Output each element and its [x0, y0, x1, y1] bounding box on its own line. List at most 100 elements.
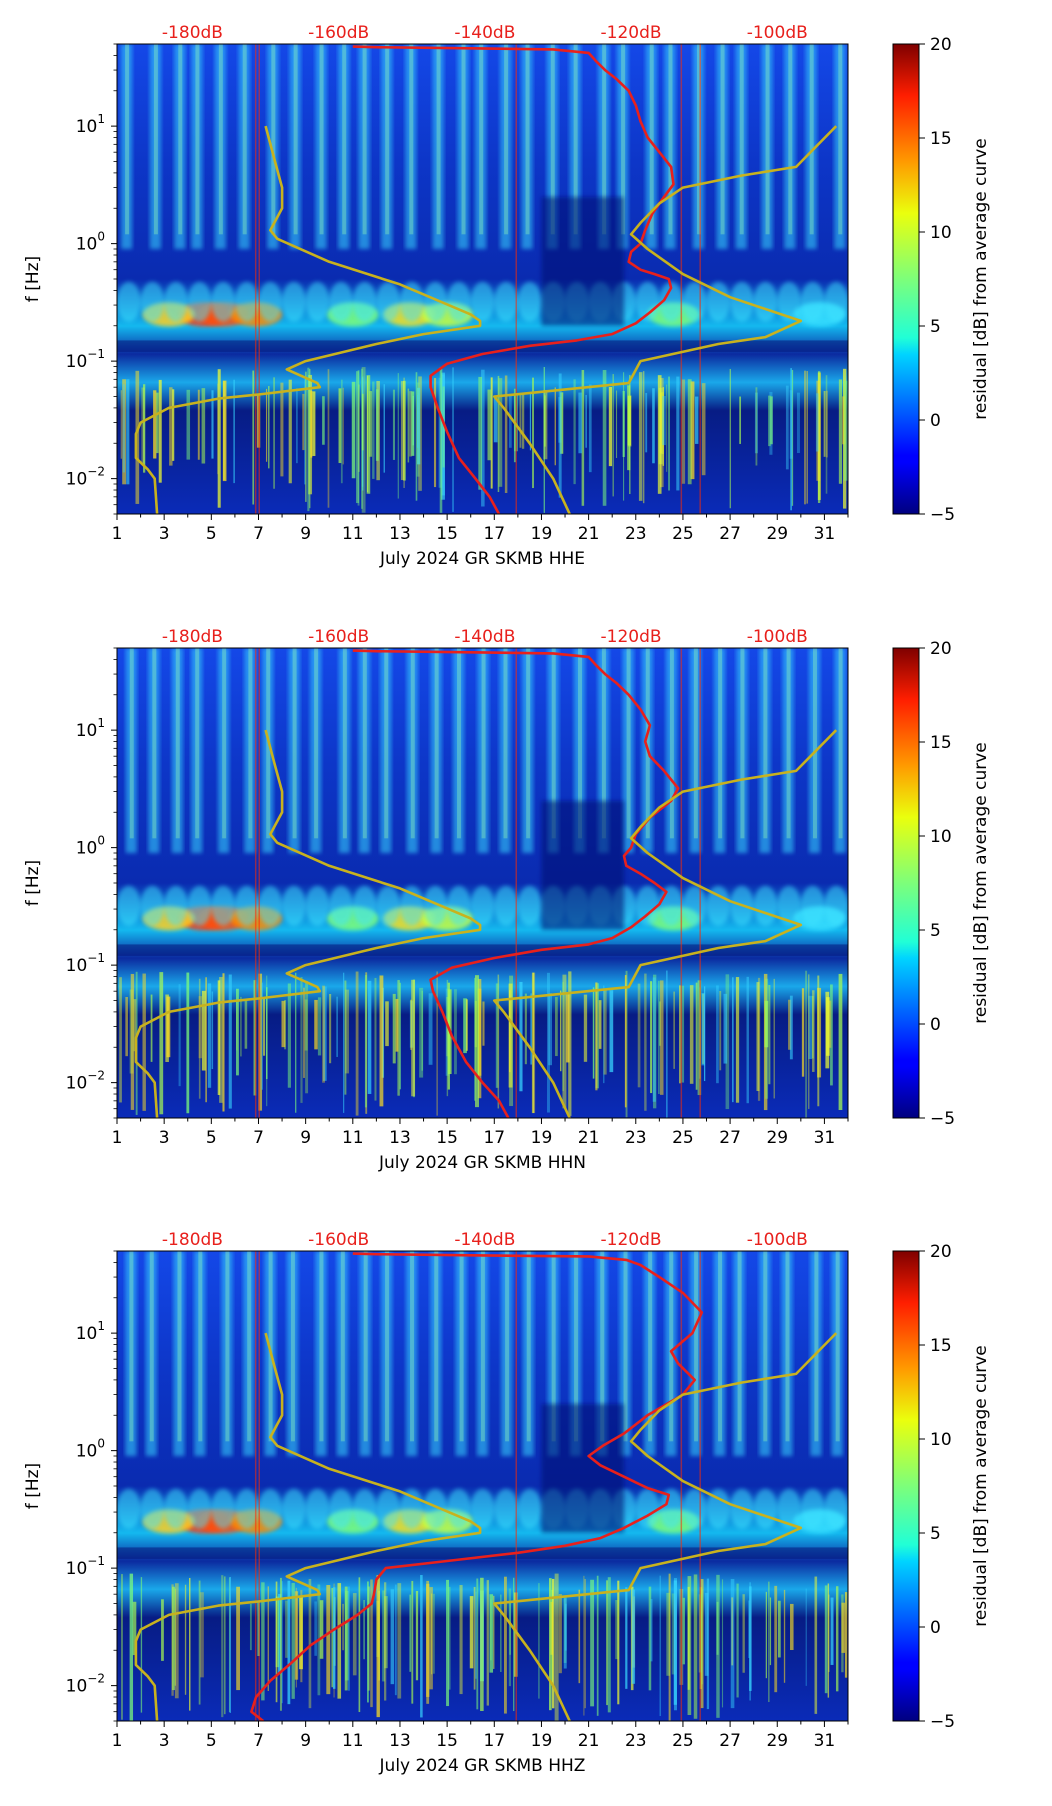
panel-2: 1 3 5 7 9 11 13 15 17 19 21 23 25 27 29 3110−210−110010…: [23, 627, 991, 1173]
y-axis-label: f [Hz]: [23, 256, 43, 302]
x-tick-label: 5: [206, 524, 217, 544]
x-tick-label: 21: [578, 1128, 600, 1148]
x-tick-label: 23: [625, 1731, 647, 1751]
x-tick-label: 3: [159, 524, 170, 544]
db-scale-label: -120dB: [601, 627, 662, 647]
x-tick-label: 11: [342, 1128, 364, 1148]
noise-model-curve: [492, 125, 838, 514]
x-tick-label: 23: [625, 524, 647, 544]
spectrogram-image: [117, 648, 848, 1118]
x-tick-label: 29: [766, 1731, 788, 1751]
x-tick-label: 13: [389, 1128, 411, 1148]
colorbar-tick-label: −5: [930, 1109, 955, 1129]
y-tick-label: 10−1: [66, 951, 105, 976]
colorbar: 20 15 10 5 0 −5 residual [dB] from average cur…: [892, 639, 991, 1129]
db-scale-label: -160dB: [308, 1230, 369, 1250]
x-tick-label: 9: [300, 1731, 311, 1751]
x-tick-label: 9: [300, 1128, 311, 1148]
colorbar-tick-label: 5: [930, 1524, 941, 1544]
spectrogram-image: [117, 1251, 848, 1721]
x-tick-label: 3: [159, 1731, 170, 1751]
colorbar-tick-label: 10: [930, 1430, 952, 1450]
mean-psd-curve: [352, 649, 680, 1118]
y-tick-label: 101: [76, 716, 105, 741]
x-tick-label: 19: [531, 1731, 553, 1751]
db-scale-label: -100dB: [747, 23, 808, 43]
x-tick-label: 1: [112, 1731, 123, 1751]
colorbar-tick-label: 5: [930, 317, 941, 337]
x-tick-label: 5: [206, 1731, 217, 1751]
y-tick-label: 100: [76, 1437, 105, 1462]
x-tick-label: 25: [672, 524, 694, 544]
x-tick-label: 15: [436, 1731, 458, 1751]
colorbar-tick-label: −5: [930, 1712, 955, 1732]
x-tick-label: 29: [766, 1128, 788, 1148]
x-tick-label: 1: [112, 1128, 123, 1148]
db-scale-label: -160dB: [308, 23, 369, 43]
colorbar-tick-label: 5: [930, 921, 941, 941]
db-scale-label: -140dB: [454, 627, 515, 647]
db-scale-label: -140dB: [454, 23, 515, 43]
x-tick-label: 19: [531, 1128, 553, 1148]
colorbar: 20 15 10 5 0 −5 residual [dB] from average cur…: [892, 1242, 991, 1732]
db-scale-label: -180dB: [162, 627, 223, 647]
x-tick-label: 13: [389, 1731, 411, 1751]
db-scale-label: -180dB: [162, 1230, 223, 1250]
noise-model-curve: [134, 729, 482, 1118]
y-axis-label: f [Hz]: [23, 1463, 43, 1509]
noise-model-curve: [492, 1332, 838, 1721]
colorbar-tick-label: 20: [930, 1242, 952, 1262]
noise-model-curve: [134, 125, 482, 514]
colorbar-label: residual [dB] from average curve: [971, 138, 991, 419]
x-tick-label: 5: [206, 1128, 217, 1148]
db-scale-label: -100dB: [747, 1230, 808, 1250]
y-tick-label: 10−1: [66, 1554, 105, 1579]
y-tick-label: 100: [76, 834, 105, 859]
y-axis-label: f [Hz]: [23, 860, 43, 906]
noise-model-curve: [492, 729, 838, 1118]
x-tick-label: 31: [814, 1731, 836, 1751]
y-tick-label: 10−1: [66, 347, 105, 372]
y-tick-label: 101: [76, 1319, 105, 1344]
y-tick-label: 10−2: [66, 1069, 105, 1094]
x-tick-label: 15: [436, 1128, 458, 1148]
mean-psd-curve: [352, 45, 675, 514]
noise-model-curve: [134, 1332, 482, 1721]
x-tick-label: 25: [672, 1731, 694, 1751]
x-tick-label: 11: [342, 1731, 364, 1751]
x-tick-label: 7: [253, 1128, 264, 1148]
colorbar-tick-label: 10: [930, 223, 952, 243]
x-tick-label: 31: [814, 1128, 836, 1148]
mean-psd-curve: [250, 1252, 704, 1721]
panel-3: 1 3 5 7 9 11 13 15 17 19 21 23 25 27 29 3110−210−110010…: [23, 1230, 991, 1776]
db-scale-label: -140dB: [454, 1230, 515, 1250]
x-tick-label: 21: [578, 524, 600, 544]
db-scale-label: -180dB: [162, 23, 223, 43]
x-tick-label: 15: [436, 524, 458, 544]
x-tick-label: 25: [672, 1128, 694, 1148]
x-axis-label: July 2024 GR SKMB HHN: [378, 1153, 586, 1173]
x-tick-label: 17: [483, 1731, 505, 1751]
colorbar-label: residual [dB] from average curve: [971, 742, 991, 1023]
x-tick-label: 13: [389, 524, 411, 544]
y-tick-label: 10−2: [66, 465, 105, 490]
x-tick-label: 17: [483, 524, 505, 544]
x-tick-label: 21: [578, 1731, 600, 1751]
colorbar-tick-label: −5: [930, 505, 955, 525]
x-axis-label: July 2024 GR SKMB HHZ: [379, 1756, 586, 1776]
colorbar: 20 15 10 5 0 −5 residual [dB] from average cur…: [892, 35, 991, 525]
colorbar-tick-label: 15: [930, 733, 952, 753]
spectrogram-image: [117, 44, 848, 514]
panel-1: 1 3 5 7 9 11 13 15 17 19 21 23 25 27 29 3110−210−110010…: [23, 23, 991, 569]
colorbar-label: residual [dB] from average curve: [971, 1345, 991, 1626]
y-tick-label: 10−2: [66, 1672, 105, 1697]
colorbar-tick-label: 20: [930, 639, 952, 659]
x-tick-label: 1: [112, 524, 123, 544]
x-tick-label: 23: [625, 1128, 647, 1148]
x-tick-label: 27: [719, 1128, 741, 1148]
y-tick-label: 100: [76, 230, 105, 255]
y-tick-label: 101: [76, 112, 105, 137]
colorbar-tick-label: 10: [930, 827, 952, 847]
colorbar-tick-label: 15: [930, 1336, 952, 1356]
x-tick-label: 17: [483, 1128, 505, 1148]
